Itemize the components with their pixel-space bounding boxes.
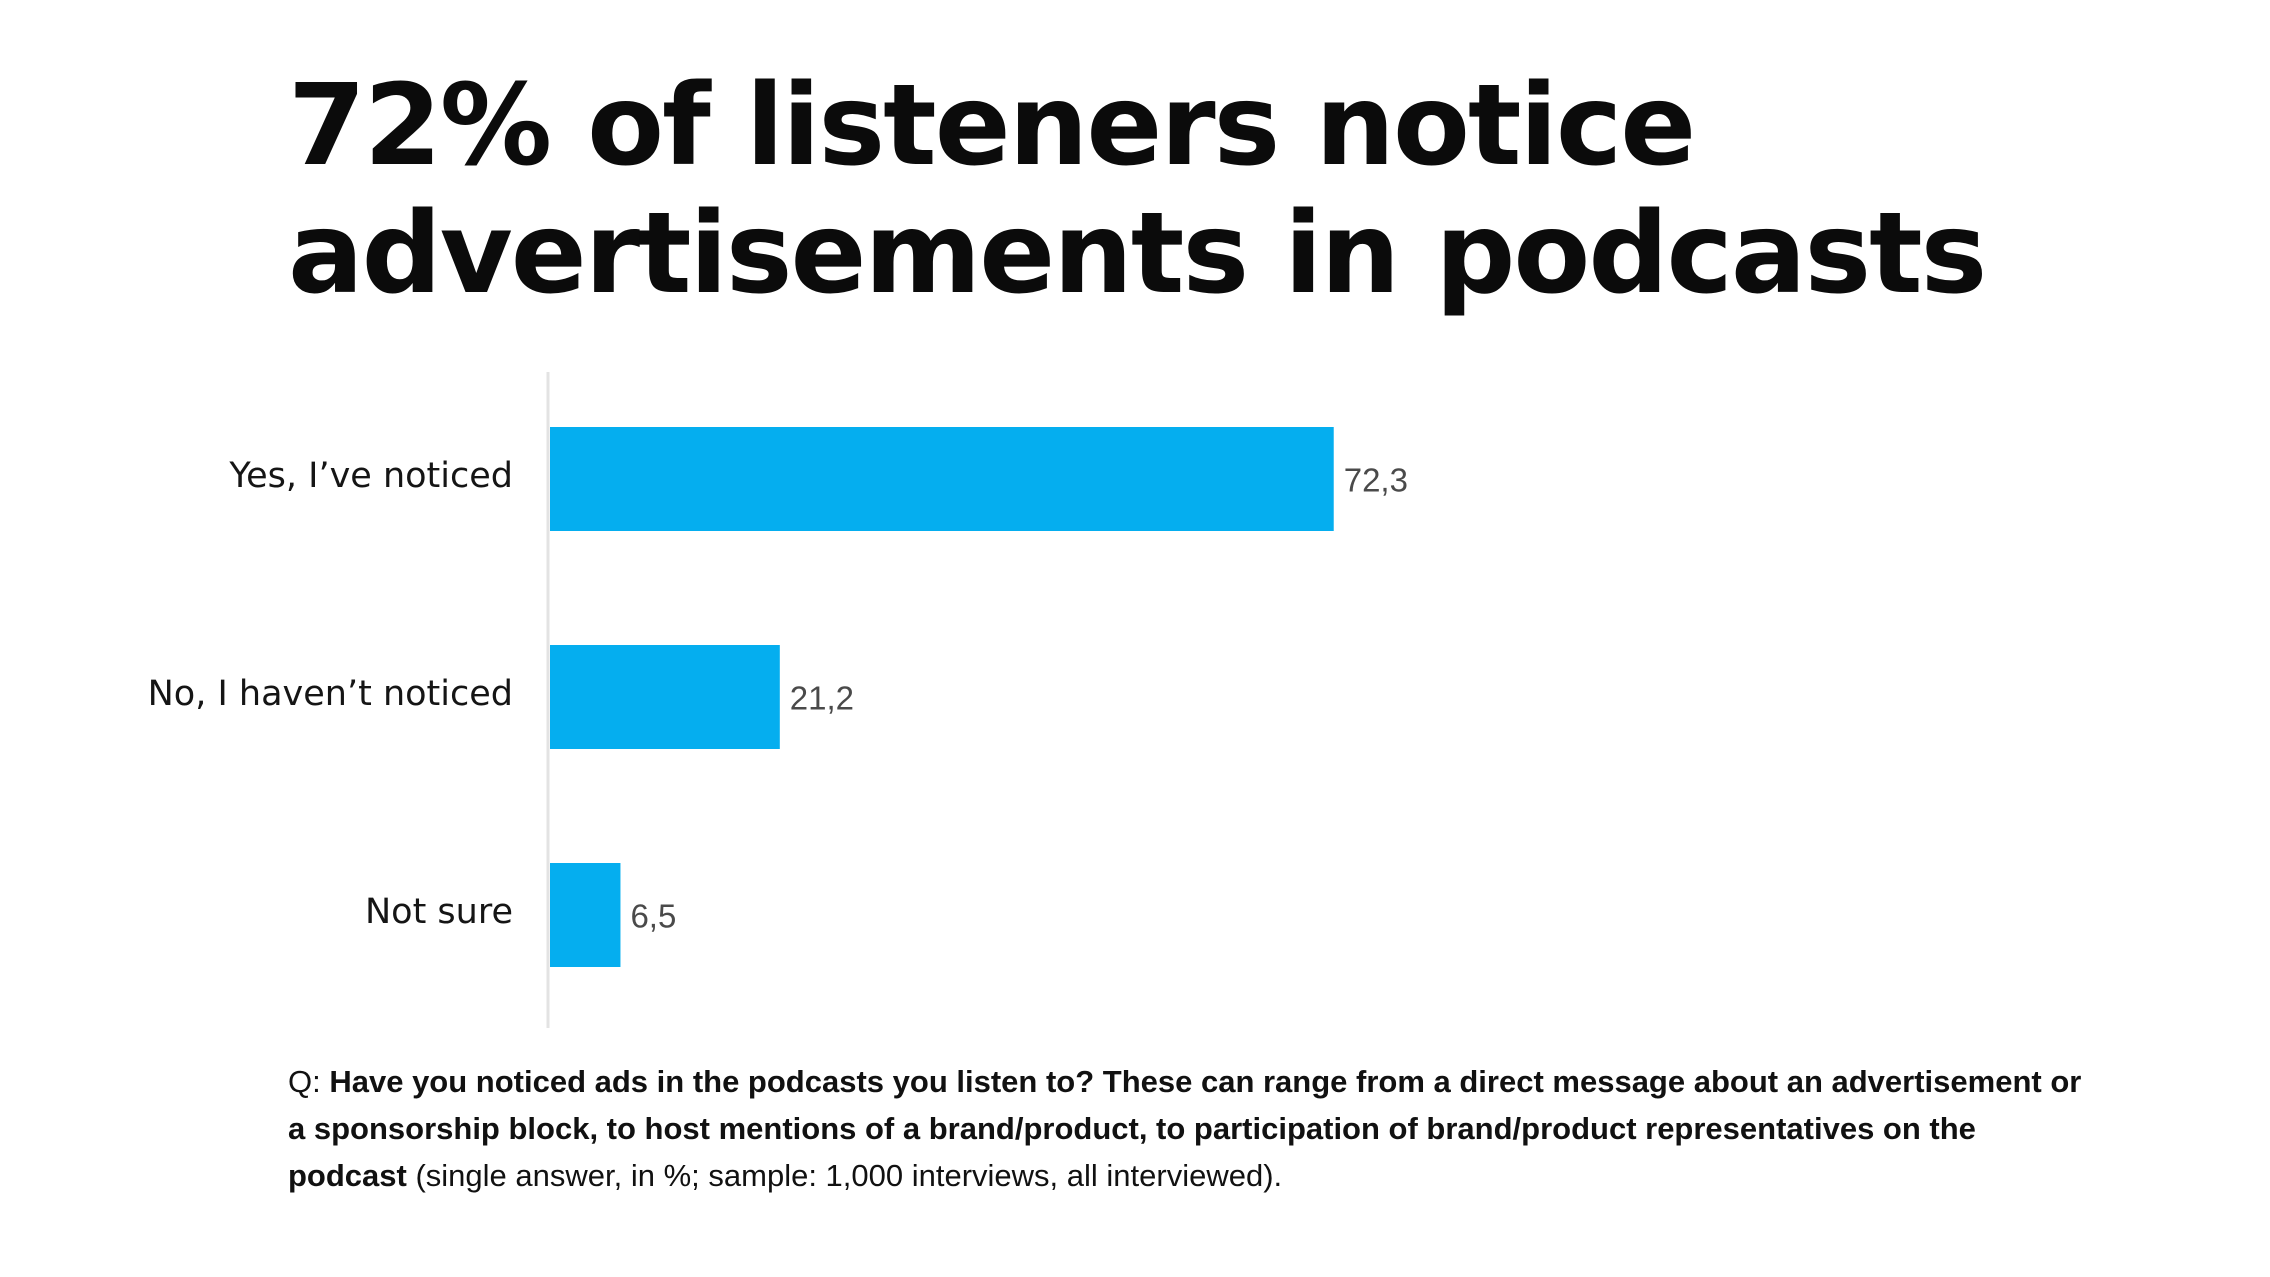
value-label-1: 21,2	[790, 680, 854, 717]
bar-0	[550, 427, 1334, 531]
chart-title-line-2: advertisements in podcasts	[288, 189, 1987, 319]
chart-title-line-1: 72% of listeners notice	[288, 61, 1696, 191]
footnote-prefix: Q:	[288, 1064, 330, 1099]
bars-layer: Yes, I’ve noticed 72,3 No, I haven’t notic…	[148, 427, 1408, 967]
bar-1	[550, 645, 780, 749]
category-label-1: No, I haven’t noticed	[148, 674, 513, 714]
bar-chart: Yes, I’ve noticed 72,3 No, I haven’t notic…	[148, 372, 1408, 1028]
footnote-details: (single answer, in %; sample: 1,000 inte…	[406, 1158, 1283, 1193]
footnote-question: Have you noticed ads in the podcasts you…	[288, 1064, 2082, 1193]
category-label-0: Yes, I’ve noticed	[228, 456, 513, 496]
category-label-2: Not sure	[365, 892, 513, 932]
value-label-0: 72,3	[1344, 462, 1408, 499]
survey-footnote: Q: Have you noticed ads in the podcasts …	[288, 1058, 2088, 1199]
value-label-2: 6,5	[630, 898, 676, 935]
chart-title: 72% of listeners notice advertisements i…	[288, 62, 2088, 318]
bar-2	[550, 863, 621, 967]
